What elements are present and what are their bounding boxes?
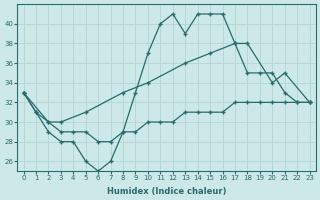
X-axis label: Humidex (Indice chaleur): Humidex (Indice chaleur)	[107, 187, 226, 196]
